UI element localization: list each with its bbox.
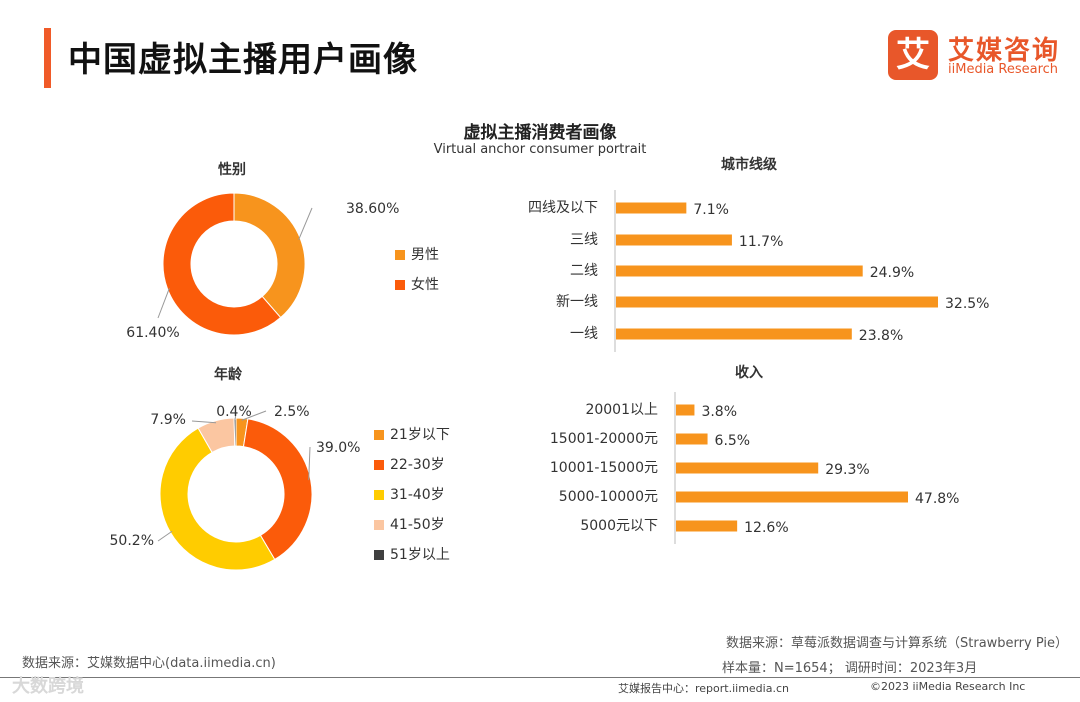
income-value-label-5: 12.6% [744,520,788,536]
income-value-label-1: 3.8% [701,404,737,420]
watermark-text: 大数跨境 [12,676,84,697]
gender-value-label-1: 38.60% [346,201,399,217]
income-category-label-4: 5000-10000元 [559,489,658,505]
income-category-label-2: 15001-20000元 [550,431,658,447]
income-bar-5 [676,520,738,532]
chart-subtitle: Virtual anchor consumer portrait [433,142,647,157]
age-legend-label-4: 41-50岁 [390,517,445,533]
footer-divider [0,677,1080,678]
footer-source-right: 数据来源：草莓派数据调查与计算系统（Strawberry Pie） [726,636,1068,651]
footer-sample: 样本量：N=1654； 调研时间：2023年3月 [722,661,978,676]
gender-legend-label-1: 男性 [411,247,439,263]
city-value-label-1: 7.1% [693,202,729,218]
age-legend-swatch-5 [374,550,384,560]
title-accent-bar [44,28,51,88]
gender-panel-title: 性别 [218,161,246,178]
age-slice-3 [159,427,276,571]
logo-cn-text: 艾媒咨询 [948,36,1061,66]
age-slice-5 [233,417,237,447]
age-leader-3 [157,530,173,542]
age-leader-1 [241,410,267,421]
gender-slice-2 [162,192,282,336]
age-legend-swatch-4 [374,520,384,530]
income-bar-4 [676,491,908,503]
age-legend-label-2: 22-30岁 [390,457,445,473]
logo-en-text: iiMedia Research [948,62,1059,77]
age-legend-label-1: 21岁以下 [390,427,450,443]
income-value-label-2: 6.5% [715,433,751,449]
city-category-label-4: 新一线 [556,294,598,310]
age-leader-5 [234,411,237,421]
income-value-label-4: 47.8% [915,491,959,507]
city-category-label-2: 三线 [570,232,598,248]
footer-source-left: 数据来源：艾媒数据中心(data.iimedia.cn) [22,656,276,671]
city-value-label-3: 24.9% [870,265,914,281]
city-value-label-2: 11.7% [739,234,783,250]
footer-report-link[interactable]: 艾媒报告中心：report.iimedia.cn [618,682,789,695]
gender-value-label-2: 61.40% [126,325,179,341]
income-category-label-5: 5000元以下 [580,518,658,534]
city-value-label-4: 32.5% [945,296,989,312]
age-legend-swatch-2 [374,460,384,470]
gender-legend-swatch-2 [395,280,405,290]
logo-mark: 艾 [888,30,938,80]
income-category-label-3: 10001-15000元 [550,460,658,476]
chart-title: 虚拟主播消费者画像 [463,123,617,143]
gender-legend-label-2: 女性 [411,276,439,293]
income-value-label-3: 29.3% [825,462,869,478]
city-bar-3 [616,265,863,277]
age-value-label-3: 50.2% [110,533,154,549]
city-category-label-1: 四线及以下 [528,200,598,216]
city-category-label-5: 一线 [570,326,598,342]
city-bar-1 [616,202,687,214]
age-leader-4 [191,420,217,424]
income-bar-1 [676,404,695,416]
gender-legend-swatch-1 [395,250,405,260]
age-legend-swatch-3 [374,490,384,500]
age-legend-label-3: 31-40岁 [390,487,445,503]
age-leader-2 [308,446,311,481]
age-value-label-5: 0.4% [216,404,252,420]
city-category-label-3: 二线 [570,263,598,279]
gender-leader-1 [298,207,313,241]
city-value-label-5: 23.8% [859,328,903,344]
city-bar-4 [616,296,938,308]
page-title: 中国虚拟主播用户画像 [68,40,418,80]
brand-logo: 艾 艾媒咨询 iiMedia Research [888,30,1064,86]
age-slice-2 [242,418,313,561]
age-panel-title: 年龄 [214,366,243,383]
city-panel-title: 城市线级 [721,156,778,173]
footer-copyright: ©2023 iiMedia Research Inc [870,680,1026,693]
income-bar-3 [676,462,819,474]
age-value-label-4: 7.9% [150,412,186,428]
income-panel-title: 收入 [735,364,763,381]
age-legend-swatch-1 [374,430,384,440]
age-legend-label-5: 51岁以上 [390,547,450,563]
gender-leader-2 [157,288,170,319]
income-category-label-1: 20001以上 [585,402,658,418]
age-value-label-2: 39.0% [316,440,360,456]
income-bar-2 [676,433,708,445]
age-value-label-1: 2.5% [274,404,310,420]
city-bar-2 [616,234,732,246]
gender-slice-1 [233,192,306,319]
city-bar-5 [616,328,852,340]
